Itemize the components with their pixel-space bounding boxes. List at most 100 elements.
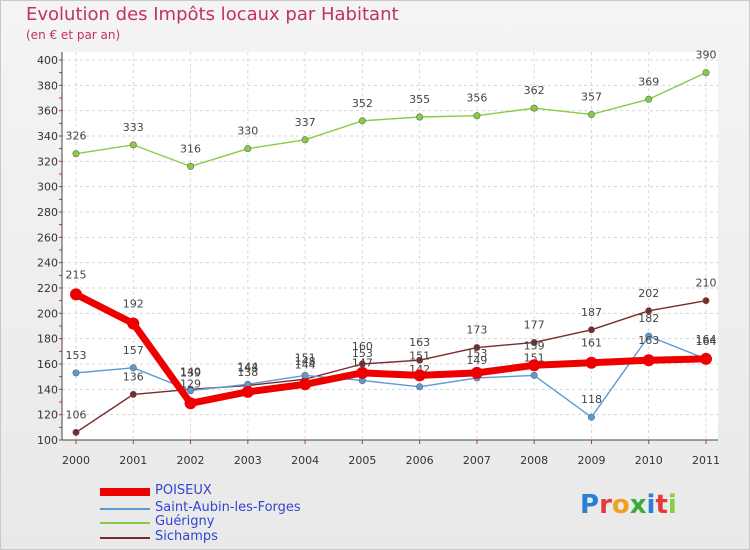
y-tick-label: 280	[37, 206, 58, 219]
logo-letter: r	[599, 490, 612, 520]
data-point	[645, 332, 653, 340]
data-label: 357	[581, 90, 602, 103]
data-point	[587, 110, 595, 118]
legend-item: Saint-Aubin-les-Forges	[100, 500, 400, 517]
data-label: 157	[123, 344, 144, 357]
data-point	[187, 162, 195, 170]
data-label: 160	[352, 340, 373, 353]
y-tick-label: 200	[37, 307, 58, 320]
data-label: 138	[237, 366, 258, 379]
data-label: 163	[638, 334, 659, 347]
data-label: 390	[696, 49, 717, 62]
data-point	[72, 150, 80, 158]
data-point	[358, 117, 366, 125]
y-tick-label: 300	[37, 181, 58, 194]
data-label: 144	[237, 360, 258, 373]
x-tick-label: 2000	[62, 454, 90, 467]
y-tick-label: 100	[37, 434, 58, 447]
data-point	[299, 378, 312, 391]
x-tick-label: 2006	[406, 454, 434, 467]
legend-swatch	[100, 537, 150, 539]
y-tick-label: 120	[37, 409, 58, 422]
data-label: 362	[524, 84, 545, 97]
data-label: 159	[524, 339, 545, 352]
y-tick-label: 360	[37, 105, 58, 118]
data-point	[413, 369, 426, 382]
legend-swatch	[100, 522, 150, 524]
data-point	[528, 359, 541, 372]
data-point	[129, 364, 137, 372]
x-tick-label: 2003	[234, 454, 262, 467]
data-point	[72, 369, 80, 377]
logo-letter: P	[580, 490, 600, 520]
data-label: 140	[180, 365, 201, 378]
data-point	[184, 397, 197, 410]
legend-label: Saint-Aubin-les-Forges	[155, 500, 301, 515]
data-point	[587, 326, 595, 334]
data-label: 210	[696, 277, 717, 290]
data-point	[642, 354, 655, 367]
data-point	[700, 352, 712, 365]
legend-item: POISEUX	[100, 483, 400, 500]
data-label: 151	[409, 349, 430, 362]
legend-label: Guérigny	[155, 514, 215, 529]
data-point	[473, 344, 481, 352]
legend-swatch	[100, 488, 150, 496]
data-label: 136	[123, 370, 144, 383]
y-tick-label: 400	[37, 54, 58, 67]
data-point	[127, 317, 140, 330]
legend-label: POISEUX	[155, 483, 212, 498]
data-point	[70, 288, 82, 301]
data-label: 173	[466, 324, 487, 337]
data-point	[587, 413, 595, 421]
data-label: 129	[180, 377, 201, 390]
data-label: 143	[237, 362, 258, 375]
logo-letter: i	[646, 490, 656, 520]
proxiti-logo: Proxiti	[580, 490, 677, 520]
x-tick-label: 2008	[520, 454, 548, 467]
data-label: 106	[66, 408, 87, 421]
data-point	[244, 145, 252, 153]
data-point	[129, 390, 137, 398]
x-tick-label: 2011	[692, 454, 720, 467]
data-label: 163	[409, 336, 430, 349]
data-point	[356, 366, 369, 379]
data-point	[530, 371, 538, 379]
y-tick-label: 140	[37, 383, 58, 396]
data-point	[416, 383, 424, 391]
data-label: 369	[638, 75, 659, 88]
data-point	[530, 104, 538, 112]
data-label: 187	[581, 306, 602, 319]
data-label: 148	[295, 355, 316, 368]
legend-label: Sichamps	[155, 529, 218, 544]
data-label: 164	[696, 335, 717, 348]
data-point	[470, 366, 483, 379]
y-tick-label: 220	[37, 282, 58, 295]
x-tick-label: 2005	[348, 454, 376, 467]
logo-letter: x	[629, 490, 647, 520]
data-point	[645, 95, 653, 103]
data-label: 355	[409, 93, 430, 106]
x-tick-label: 2009	[577, 454, 605, 467]
x-tick-label: 2007	[463, 454, 491, 467]
legend-item: Sichamps	[100, 529, 400, 546]
y-tick-label: 320	[37, 155, 58, 168]
data-label: 139	[180, 367, 201, 380]
data-point	[585, 356, 598, 369]
data-point	[72, 428, 80, 436]
data-point	[416, 113, 424, 121]
x-tick-label: 2002	[177, 454, 205, 467]
logo-letter: i	[667, 490, 677, 520]
series-line-0	[74, 291, 707, 407]
data-label: 202	[638, 287, 659, 300]
data-point	[416, 356, 424, 364]
data-label: 147	[352, 356, 373, 369]
y-tick-label: 380	[37, 79, 58, 92]
data-point	[645, 307, 653, 315]
data-label: 153	[466, 347, 487, 360]
x-tick-label: 2004	[291, 454, 319, 467]
chart-subtitle: (en € et par an)	[26, 28, 121, 42]
y-tick-label: 180	[37, 333, 58, 346]
x-tick-label: 2010	[635, 454, 663, 467]
